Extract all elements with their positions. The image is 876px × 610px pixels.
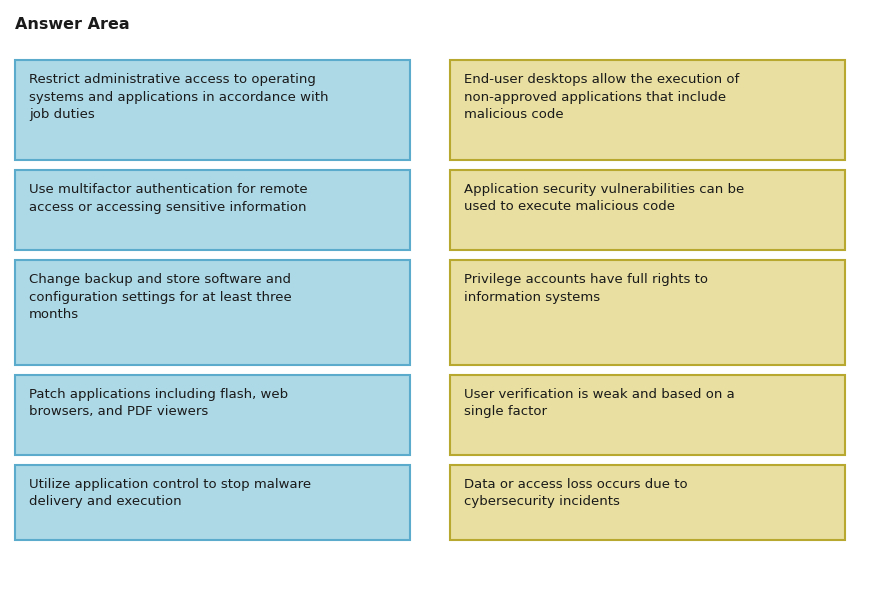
Text: Restrict administrative access to operating
systems and applications in accordan: Restrict administrative access to operat… [29, 73, 328, 121]
FancyBboxPatch shape [450, 60, 845, 160]
FancyBboxPatch shape [450, 465, 845, 540]
Text: Privilege accounts have full rights to
information systems: Privilege accounts have full rights to i… [464, 273, 708, 304]
Text: Answer Area: Answer Area [15, 17, 130, 32]
FancyBboxPatch shape [450, 260, 845, 365]
FancyBboxPatch shape [15, 60, 410, 160]
Text: User verification is weak and based on a
single factor: User verification is weak and based on a… [464, 388, 735, 418]
FancyBboxPatch shape [450, 170, 845, 250]
FancyBboxPatch shape [15, 375, 410, 455]
FancyBboxPatch shape [15, 260, 410, 365]
FancyBboxPatch shape [15, 170, 410, 250]
Text: Patch applications including flash, web
browsers, and PDF viewers: Patch applications including flash, web … [29, 388, 288, 418]
Text: Change backup and store software and
configuration settings for at least three
m: Change backup and store software and con… [29, 273, 292, 321]
Text: Application security vulnerabilities can be
used to execute malicious code: Application security vulnerabilities can… [464, 183, 745, 214]
Text: Use multifactor authentication for remote
access or accessing sensitive informat: Use multifactor authentication for remot… [29, 183, 307, 214]
Text: Data or access loss occurs due to
cybersecurity incidents: Data or access loss occurs due to cybers… [464, 478, 688, 509]
FancyBboxPatch shape [450, 375, 845, 455]
Text: End-user desktops allow the execution of
non-approved applications that include
: End-user desktops allow the execution of… [464, 73, 739, 121]
FancyBboxPatch shape [15, 465, 410, 540]
Text: Utilize application control to stop malware
delivery and execution: Utilize application control to stop malw… [29, 478, 311, 509]
